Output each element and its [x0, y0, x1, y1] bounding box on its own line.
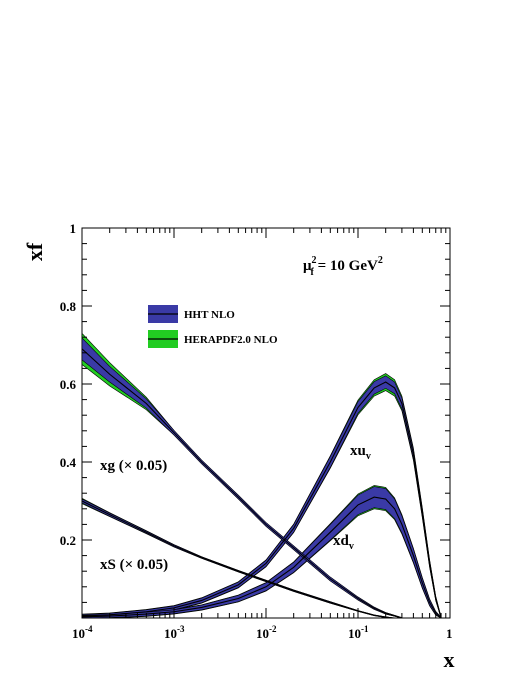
xuv-hht-band [82, 375, 442, 618]
legend-label-hht: HHT NLO [184, 309, 235, 321]
scale-rest: = 10 GeV [314, 258, 378, 274]
label-xdv-main: xd [333, 533, 350, 549]
xg-central-line [82, 348, 403, 618]
x-tick-label: 10-1 [348, 624, 369, 641]
x-tick-label: 1 [446, 626, 453, 641]
scale-sup: 2 [312, 255, 317, 266]
x-tick-label-base: 10 [256, 626, 269, 641]
y-tick-label: 0.2 [60, 533, 76, 548]
x-tick-label: 10-3 [164, 624, 185, 641]
y-tick-label: 0.8 [60, 299, 77, 314]
x-tick-label-base: 10 [348, 626, 361, 641]
label-xdv: xdv [333, 533, 354, 552]
label-xs: xS (× 0.05) [100, 557, 168, 573]
scale-unit-sup: 2 [378, 255, 383, 266]
y-axis-tick-labels: 0.2 0.4 0.6 0.8 1 [60, 221, 77, 548]
scale-sub: f [311, 267, 315, 278]
x-tick-label: 10-2 [256, 624, 277, 641]
x-tick-label-exp: -1 [361, 624, 369, 634]
x-tick-label-exp: -3 [177, 624, 185, 634]
x-tick-label: 10-4 [72, 624, 93, 641]
plot-frame [81, 227, 451, 619]
y-tick-label: 0.4 [60, 455, 77, 470]
x-tick-label-exp: -2 [269, 624, 277, 634]
x-axis-ticks [81, 228, 447, 618]
legend: HHT NLO HERAPDF2.0 NLO [148, 305, 278, 348]
y-tick-label: 0.6 [60, 377, 77, 392]
legend-label-herapdf: HERAPDF2.0 NLO [184, 334, 278, 346]
x-tick-label-base: 10 [164, 626, 177, 641]
y-axis-ticks [82, 227, 450, 619]
x-tick-label-base: 10 [72, 626, 85, 641]
label-xuv: xuv [350, 443, 371, 462]
scale-annotation: μ2 f = 10 GeV2 [303, 255, 383, 278]
x-tick-label-exp: -4 [85, 624, 93, 634]
y-tick-label: 1 [70, 221, 77, 236]
xuv-central-line [82, 381, 442, 618]
x-axis-tick-labels: 10-4 10-3 10-2 10-1 1 [72, 624, 453, 641]
xdv-hht-band [82, 486, 442, 618]
xs-central-line [82, 500, 395, 618]
label-xg: xg (× 0.05) [100, 458, 167, 474]
scale-mu: μ [303, 258, 312, 274]
x-tick-label-base: 1 [446, 626, 453, 641]
y-axis-title: xf [22, 242, 47, 261]
x-axis-title: x [444, 647, 455, 672]
label-xdv-sub: v [349, 541, 354, 552]
label-xuv-main: xu [350, 443, 366, 459]
label-xuv-sub: v [366, 451, 371, 462]
xg-hht-band [82, 337, 403, 618]
